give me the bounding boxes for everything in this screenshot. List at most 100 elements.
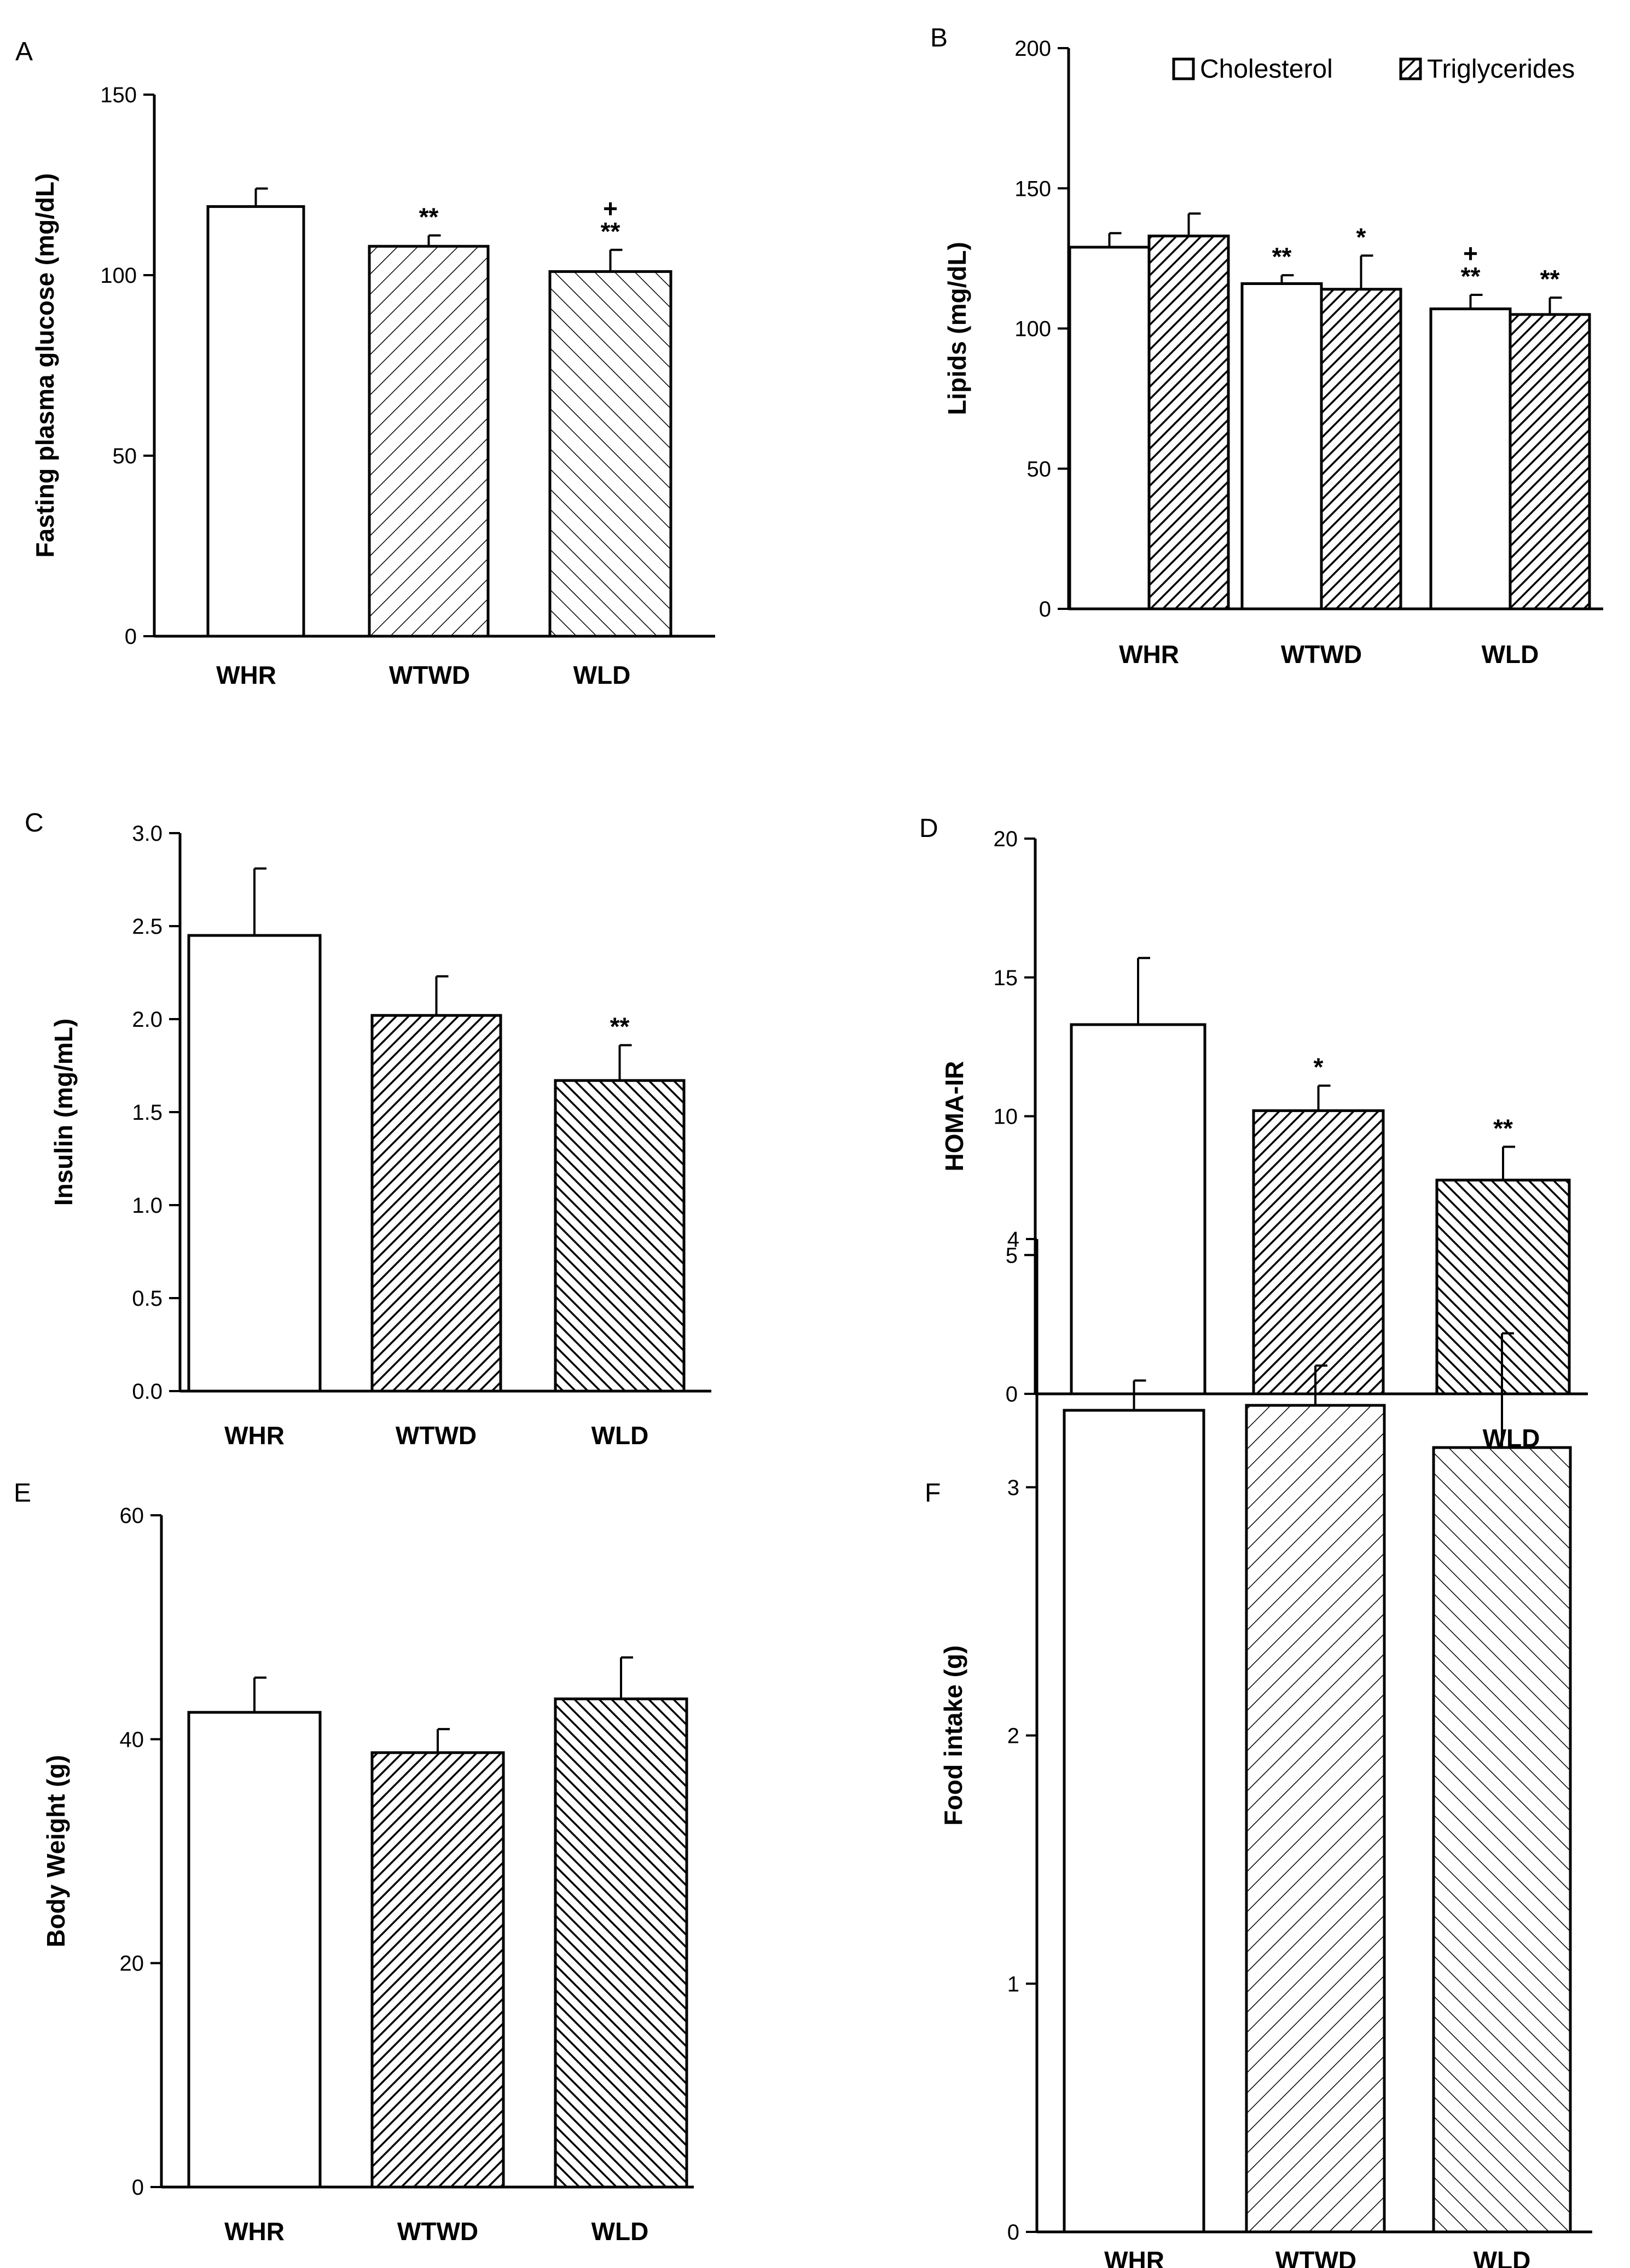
bar bbox=[1240, 282, 1323, 610]
bar bbox=[1063, 1409, 1205, 2234]
significance-marker: + bbox=[1463, 239, 1478, 267]
x-category-label: WLD bbox=[591, 1421, 649, 1450]
y-tick-label: 2.0 bbox=[132, 1008, 163, 1032]
bar bbox=[1068, 246, 1151, 610]
bar bbox=[206, 205, 305, 638]
bar bbox=[370, 1751, 505, 2189]
y-tick-label: 50 bbox=[1027, 457, 1052, 481]
y-tick-label: 10 bbox=[994, 1105, 1018, 1129]
x-category-label: WLD bbox=[573, 661, 631, 689]
significance-marker: ** bbox=[601, 217, 620, 246]
panel-f: 0 1 2 3 4 Food intake (g) F WHR WTWD WLD bbox=[925, 1228, 1592, 2268]
panel-letter: D bbox=[919, 814, 938, 843]
significance-marker: + bbox=[603, 194, 618, 223]
bar bbox=[1147, 234, 1230, 610]
bar bbox=[1320, 288, 1402, 610]
bar bbox=[187, 934, 322, 1393]
x-category-label: WHR bbox=[1119, 640, 1179, 668]
bar bbox=[1245, 1404, 1386, 2234]
x-category-label: WHR bbox=[1104, 2246, 1164, 2268]
y-tick-label: 5 bbox=[1006, 1243, 1018, 1267]
significance-marker: ** bbox=[419, 202, 439, 231]
y-tick-label: 100 bbox=[100, 264, 137, 288]
y-tick-label: 2 bbox=[1007, 1724, 1019, 1748]
y-tick-label: 15 bbox=[994, 966, 1018, 990]
y-tick-label: 0 bbox=[125, 625, 137, 649]
y-tick-label: 0.0 bbox=[132, 1380, 163, 1404]
y-tick-label: 4 bbox=[1007, 1228, 1019, 1252]
y-axis-label: Insulin (mg/mL) bbox=[49, 1019, 78, 1206]
y-tick-label: 150 bbox=[100, 83, 137, 107]
bar bbox=[368, 245, 490, 638]
panel-letter: A bbox=[15, 37, 33, 66]
y-axis-label: Fasting plasma glucose (mg/dL) bbox=[31, 173, 59, 558]
x-category-label: WTWD bbox=[1275, 2246, 1356, 2268]
y-tick-label: 40 bbox=[120, 1728, 144, 1752]
x-category-label: WTWD bbox=[397, 2217, 478, 2246]
legend-swatch bbox=[1172, 57, 1195, 80]
panel-letter: C bbox=[25, 809, 44, 838]
x-category-label: WTWD bbox=[389, 661, 470, 689]
bar bbox=[1252, 1109, 1385, 1395]
y-tick-label: 60 bbox=[120, 1504, 144, 1528]
bar bbox=[1429, 307, 1512, 610]
y-tick-label: 150 bbox=[1014, 177, 1051, 201]
panel-a: 0 50 100 150 Fasting plasma glucose (mg/dL) A… bbox=[15, 37, 715, 689]
y-axis-label: HOMA-IR bbox=[940, 1061, 968, 1172]
y-tick-label: 0 bbox=[1006, 1382, 1018, 1406]
bar bbox=[1432, 1446, 1572, 2234]
y-tick-label: 2.5 bbox=[132, 915, 163, 939]
significance-marker: ** bbox=[1540, 265, 1560, 293]
significance-marker: ** bbox=[1493, 1114, 1513, 1142]
legend-label: Cholesterol bbox=[1200, 55, 1333, 84]
significance-marker: * bbox=[1314, 1053, 1324, 1081]
bar bbox=[554, 1079, 686, 1393]
y-tick-label: 20 bbox=[994, 827, 1018, 851]
x-category-label: WHR bbox=[216, 661, 276, 689]
significance-marker: ** bbox=[610, 1013, 630, 1041]
bar bbox=[1509, 313, 1591, 610]
y-axis-label: Body Weight (g) bbox=[42, 1755, 70, 1947]
y-axis-label: Food intake (g) bbox=[939, 1645, 967, 1826]
bar bbox=[1070, 1023, 1206, 1395]
x-category-label: WTWD bbox=[396, 1421, 477, 1450]
y-tick-label: 0 bbox=[1007, 2220, 1019, 2244]
y-tick-label: 3.0 bbox=[132, 822, 163, 846]
y-tick-label: 0.5 bbox=[132, 1287, 163, 1311]
y-tick-label: 50 bbox=[113, 444, 137, 468]
legend-swatch bbox=[1399, 57, 1422, 80]
panel-letter: B bbox=[930, 24, 948, 53]
y-tick-label: 0 bbox=[132, 2176, 144, 2200]
panel-letter: E bbox=[14, 1479, 31, 1508]
panel-c: 0.0 0.5 1.0 1.5 2.0 2.5 3.0 Insulin (mg/mL) C ** W… bbox=[25, 809, 711, 1450]
legend: Cholesterol Triglycerides bbox=[1172, 55, 1575, 84]
legend-label: Triglycerides bbox=[1427, 55, 1575, 84]
bar bbox=[554, 1697, 688, 2189]
y-tick-label: 20 bbox=[120, 1952, 144, 1976]
y-tick-label: 200 bbox=[1014, 37, 1051, 61]
panel-e: 0 20 40 60 Body Weight (g) E WHR WTWD WLD bbox=[14, 1479, 694, 2246]
significance-marker: ** bbox=[1461, 262, 1481, 290]
x-category-label: WHR bbox=[224, 1421, 285, 1450]
y-axis-label: Lipids (mg/dL) bbox=[943, 242, 971, 415]
x-category-label: WHR bbox=[224, 2217, 285, 2246]
bar bbox=[370, 1014, 502, 1393]
x-category-label: WLD bbox=[1474, 2246, 1531, 2268]
bar bbox=[187, 1711, 322, 2189]
y-tick-label: 3 bbox=[1007, 1476, 1019, 1500]
y-tick-label: 1 bbox=[1007, 1972, 1019, 1996]
panel-letter: F bbox=[925, 1479, 941, 1508]
y-tick-label: 0 bbox=[1039, 597, 1051, 621]
significance-marker: * bbox=[1356, 223, 1366, 251]
y-tick-label: 100 bbox=[1014, 317, 1051, 341]
x-category-label: WLD bbox=[1482, 640, 1539, 668]
y-tick-label: 1.0 bbox=[132, 1194, 163, 1218]
x-category-label: WTWD bbox=[1281, 640, 1362, 668]
significance-marker: ** bbox=[1272, 242, 1292, 271]
x-category-label: WLD bbox=[591, 2217, 649, 2246]
bar bbox=[548, 270, 672, 638]
